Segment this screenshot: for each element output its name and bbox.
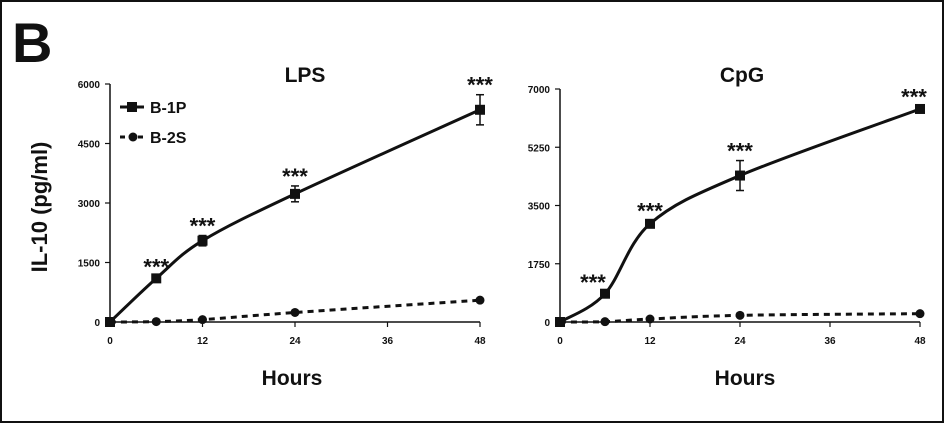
y-tick-label: 5250: [528, 143, 551, 154]
data-point-b-2s: [105, 317, 115, 327]
significance-marker: ***: [580, 270, 606, 295]
y-axis-label: IL-10 (pg/ml): [27, 142, 52, 273]
x-tick-label: 48: [474, 336, 486, 347]
x-axis-label-0: Hours: [262, 367, 323, 390]
x-tick-label: 36: [382, 336, 394, 347]
legend: B-1P B-2S: [120, 100, 187, 147]
significance-marker: ***: [190, 214, 216, 239]
x-tick-label: 0: [557, 336, 563, 347]
x-tick-label: 0: [107, 336, 113, 347]
data-point-b-2s: [645, 314, 655, 324]
data-point-b-2s: [735, 310, 745, 320]
data-point-b-2s: [600, 317, 610, 327]
significance-marker: ***: [901, 84, 927, 109]
data-point-b-2s: [555, 317, 565, 327]
data-point-b-2s: [475, 295, 485, 305]
x-tick-label: 36: [824, 336, 836, 347]
x-tick-label: 12: [197, 336, 209, 347]
legend-marker-b2s: [128, 132, 138, 142]
chart-title-1: CpG: [720, 64, 764, 87]
significance-marker: ***: [467, 73, 493, 98]
significance-marker: ***: [282, 164, 308, 189]
data-point-b-1p: [475, 104, 485, 115]
data-point-b-1p: [290, 188, 300, 199]
y-tick-label: 7000: [528, 85, 551, 96]
x-tick-label: 48: [914, 336, 926, 347]
plot-1: CpG 0 1750 3500 5250 7000 0 12 24 36 48 Hours *** ***…: [528, 64, 928, 390]
data-point-b-1p: [735, 170, 745, 181]
significance-marker: ***: [727, 139, 753, 164]
x-axis-label-1: Hours: [715, 367, 776, 390]
y-tick-label: 1500: [78, 259, 101, 270]
data-point-b-1p: [915, 103, 925, 114]
panel-label: B: [12, 11, 52, 74]
data-point-b-2s: [151, 317, 161, 327]
y-tick-label: 3500: [528, 202, 551, 213]
significance-marker: ***: [637, 198, 663, 223]
y-tick-label: 6000: [78, 80, 101, 91]
data-point-b-1p: [151, 273, 162, 284]
y-tick-label: 4500: [78, 140, 101, 151]
x-tick-label: 12: [644, 336, 656, 347]
plot-0: LPS 0 1500 3000 4500 6000 0 12 24 36 48 Hours *** ***…: [78, 64, 494, 390]
legend-label-b1p: B-1P: [150, 100, 187, 117]
y-tick-label: 0: [94, 318, 100, 329]
data-point-b-2s: [915, 309, 925, 319]
x-tick-label: 24: [734, 336, 746, 347]
data-point-b-2s: [198, 315, 207, 325]
data-point-b-1p: [197, 235, 208, 246]
y-tick-label: 3000: [78, 199, 101, 210]
chart-title-0: LPS: [285, 64, 326, 87]
x-tick-label: 24: [289, 336, 301, 347]
y-tick-label: 0: [544, 318, 550, 329]
significance-marker: ***: [143, 254, 169, 279]
data-point-b-1p: [600, 288, 610, 299]
series-line-b-2s: [559, 312, 921, 324]
y-tick-label: 1750: [528, 260, 551, 271]
data-point-b-2s: [290, 307, 300, 317]
legend-marker-b1p: [127, 102, 137, 112]
data-point-b-1p: [645, 218, 655, 229]
legend-label-b2s: B-2S: [150, 130, 187, 147]
series-line-b-2s: [109, 298, 481, 324]
